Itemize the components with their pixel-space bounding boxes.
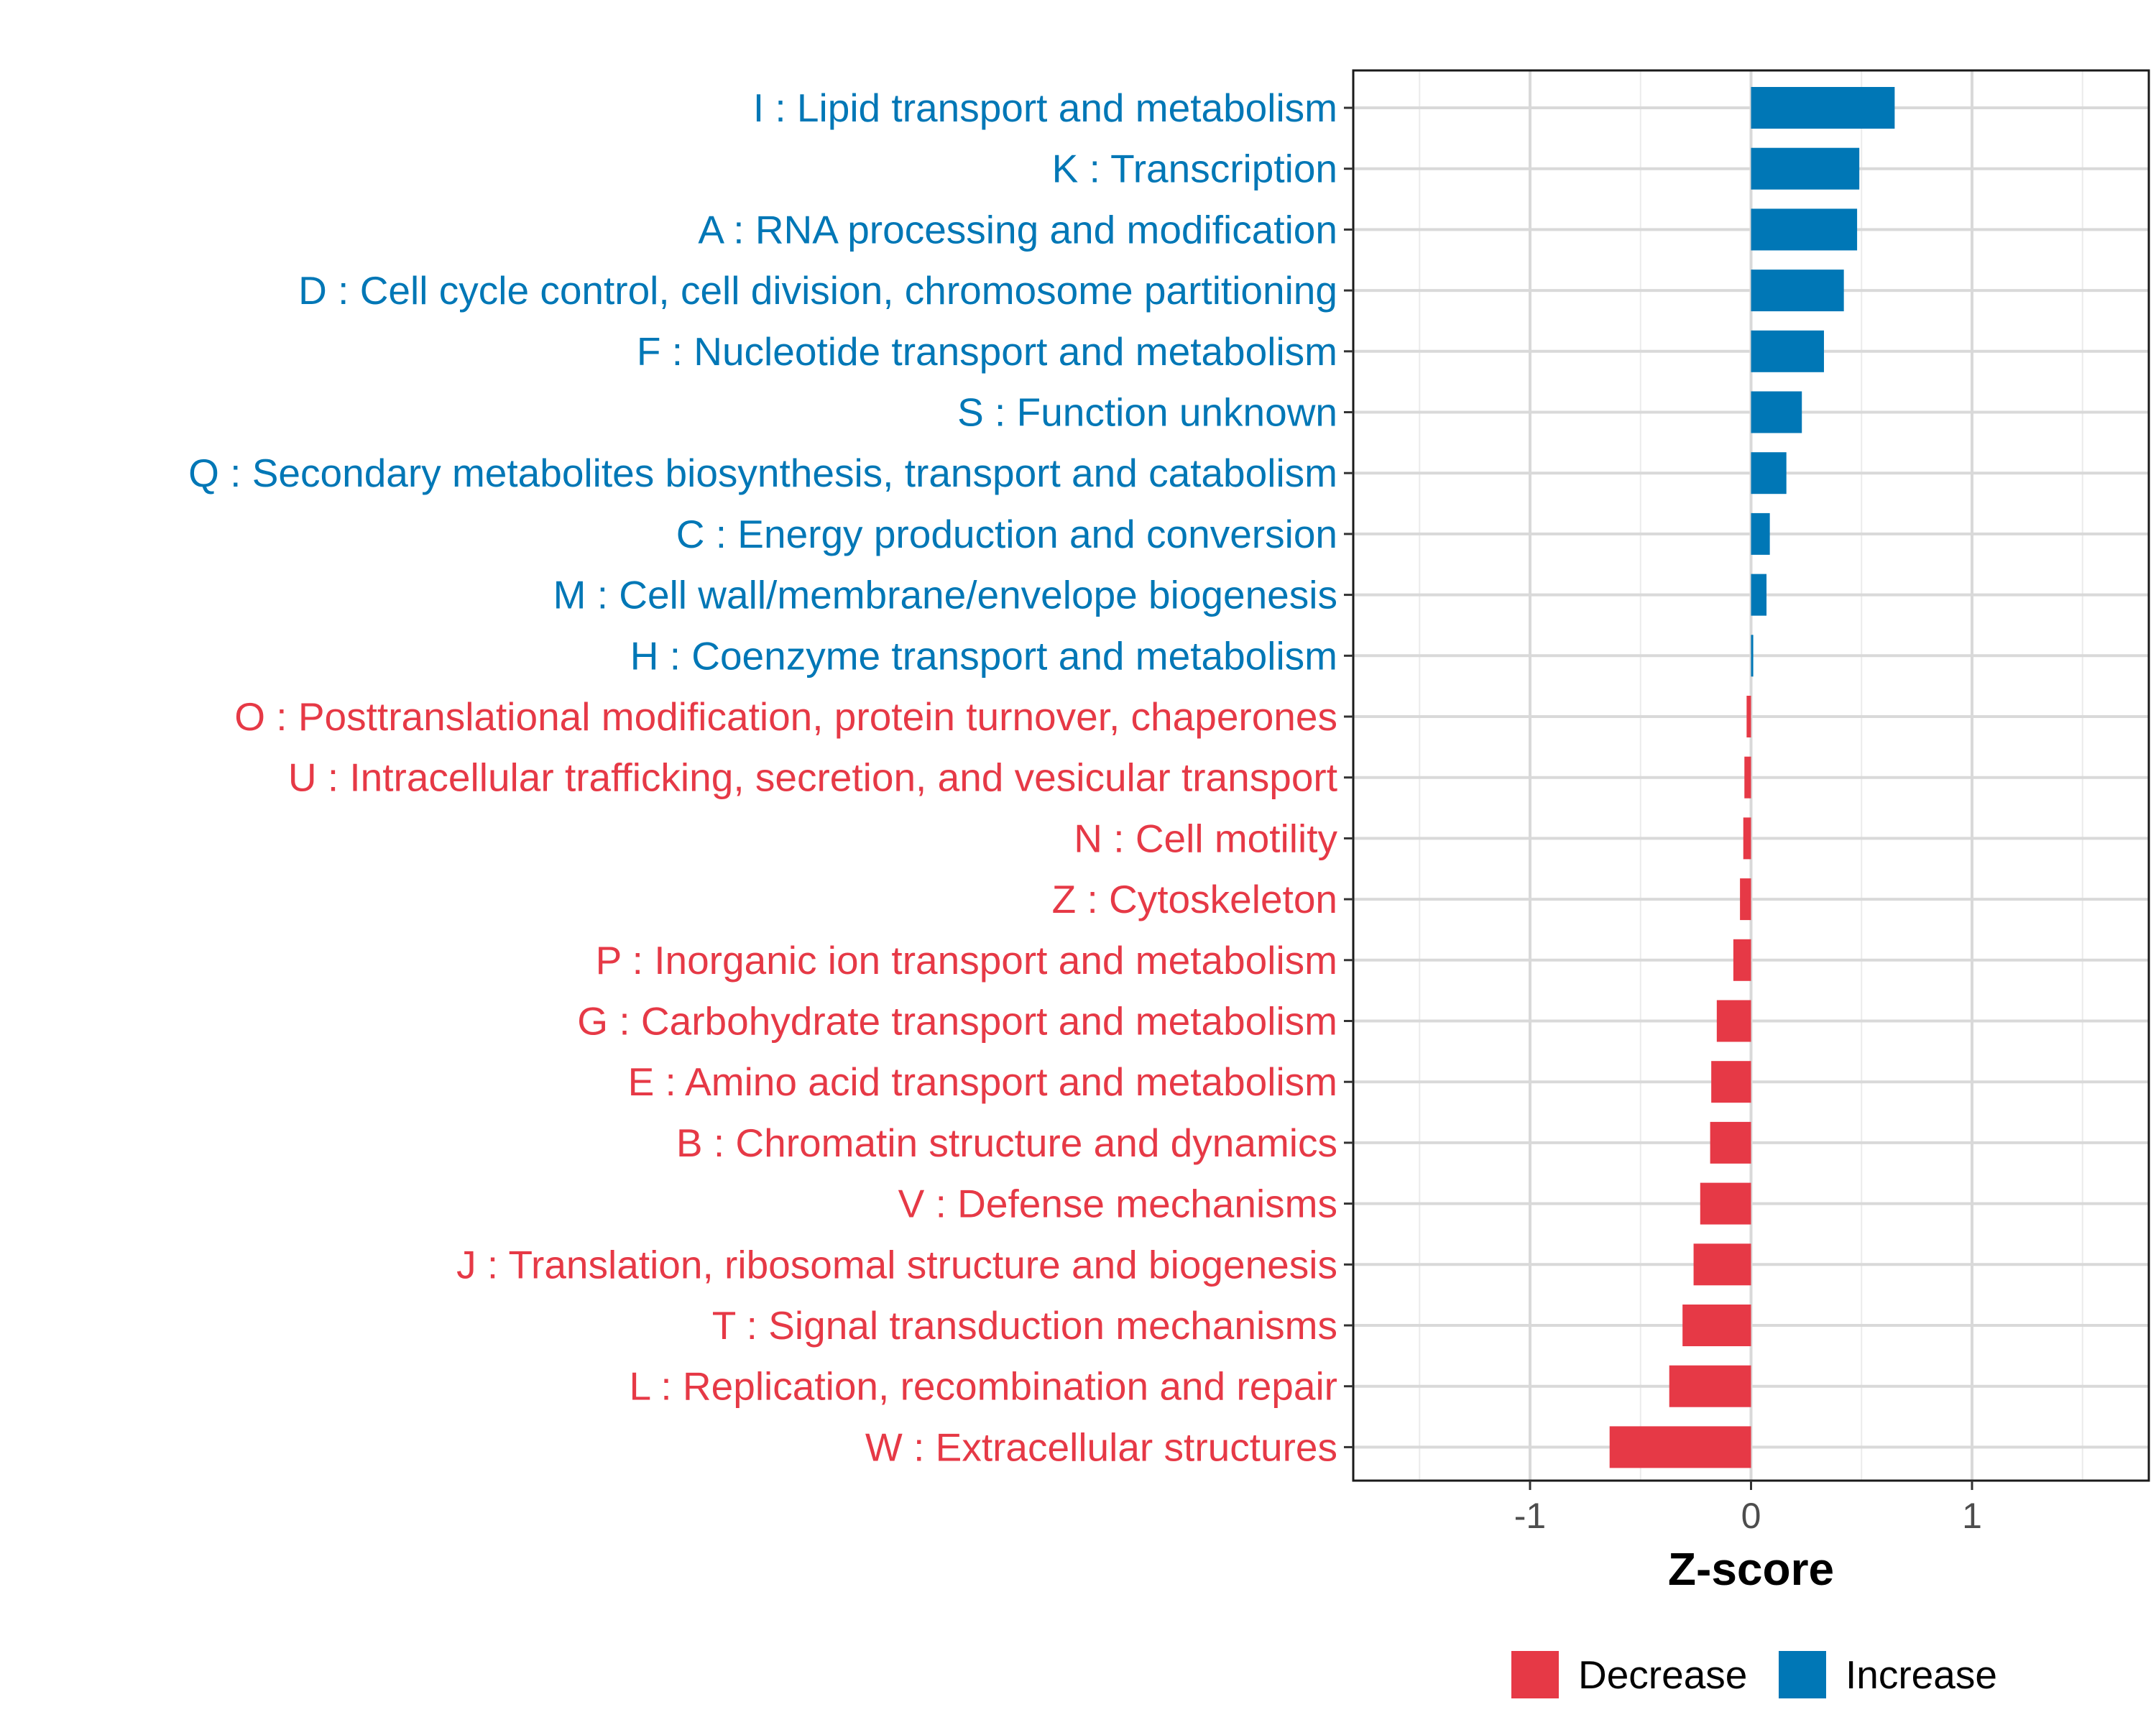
bar-decrease <box>1733 939 1751 981</box>
bar-decrease <box>1716 1000 1751 1042</box>
bars <box>1609 87 1895 1468</box>
category-label: J : Translation, ribosomal structure and… <box>456 1242 1337 1287</box>
category-label: L : Replication, recombination and repai… <box>630 1364 1337 1409</box>
bar-decrease <box>1746 696 1751 737</box>
category-label: B : Chromatin structure and dynamics <box>676 1121 1337 1165</box>
category-label: K : Transcription <box>1052 147 1337 191</box>
category-label: Q : Secondary metabolites biosynthesis, … <box>188 451 1337 495</box>
legend-label-decrease: Decrease <box>1578 1652 1747 1697</box>
bar-increase <box>1751 330 1824 372</box>
legend: Decrease Increase <box>1511 1651 1997 1698</box>
x-tick-label: 1 <box>1962 1496 1982 1536</box>
category-label: I : Lipid transport and metabolism <box>753 86 1337 130</box>
x-tick-label: -1 <box>1514 1496 1546 1536</box>
bar-decrease <box>1609 1426 1751 1468</box>
bar-increase <box>1751 391 1802 433</box>
bar-decrease <box>1710 1121 1751 1164</box>
bar-decrease <box>1740 878 1751 921</box>
category-label: V : Defense mechanisms <box>898 1182 1337 1226</box>
bar-increase <box>1751 574 1767 616</box>
legend-key-increase <box>1779 1651 1826 1698</box>
category-label: D : Cell cycle control, cell division, c… <box>298 268 1337 313</box>
bar-decrease <box>1700 1182 1751 1225</box>
bar-increase <box>1751 512 1770 555</box>
category-label: F : Nucleotide transport and metabolism <box>637 329 1337 374</box>
category-label: T : Signal transduction mechanisms <box>712 1303 1337 1348</box>
bar-increase <box>1751 208 1858 251</box>
category-label: G : Carbohydrate transport and metabolis… <box>577 999 1337 1044</box>
bar-decrease <box>1744 756 1751 799</box>
y-axis-ticks <box>1344 106 1353 1448</box>
category-label: W : Extracellular structures <box>865 1425 1337 1469</box>
y-axis-labels: I : Lipid transport and metabolism K : Tr… <box>188 86 1337 1469</box>
bar-increase <box>1751 147 1860 190</box>
x-axis-title: Z-score <box>1668 1543 1834 1595</box>
category-label: C : Energy production and conversion <box>676 512 1337 556</box>
category-label: M : Cell wall/membrane/envelope biogenes… <box>553 573 1337 617</box>
category-label: P : Inorganic ion transport and metaboli… <box>596 938 1337 983</box>
bar-increase <box>1751 452 1787 494</box>
category-label: Z : Cytoskeleton <box>1052 877 1337 921</box>
legend-label-increase: Increase <box>1846 1652 1997 1697</box>
bar-decrease <box>1682 1305 1751 1346</box>
bar-increase <box>1751 635 1754 677</box>
x-axis-ticks <box>1529 1481 1973 1490</box>
category-label: E : Amino acid transport and metabolism <box>628 1059 1337 1104</box>
bar-increase <box>1751 87 1895 129</box>
bar-decrease <box>1669 1365 1751 1407</box>
bar-decrease <box>1711 1061 1751 1103</box>
bar-increase <box>1751 270 1844 312</box>
category-label: H : Coenzyme transport and metabolism <box>630 633 1337 678</box>
x-tick-label: 0 <box>1741 1496 1761 1536</box>
bar-decrease <box>1743 817 1751 860</box>
category-label: O : Posttranslational modification, prot… <box>234 694 1337 739</box>
category-label: N : Cell motility <box>1074 816 1337 860</box>
category-label: S : Function unknown <box>957 390 1337 435</box>
x-axis-labels: -1 0 1 <box>1514 1496 1982 1536</box>
bar-decrease <box>1693 1243 1751 1286</box>
category-label: A : RNA processing and modification <box>698 207 1337 252</box>
legend-key-decrease <box>1511 1651 1559 1698</box>
category-label: U : Intracellular trafficking, secretion… <box>288 755 1337 800</box>
